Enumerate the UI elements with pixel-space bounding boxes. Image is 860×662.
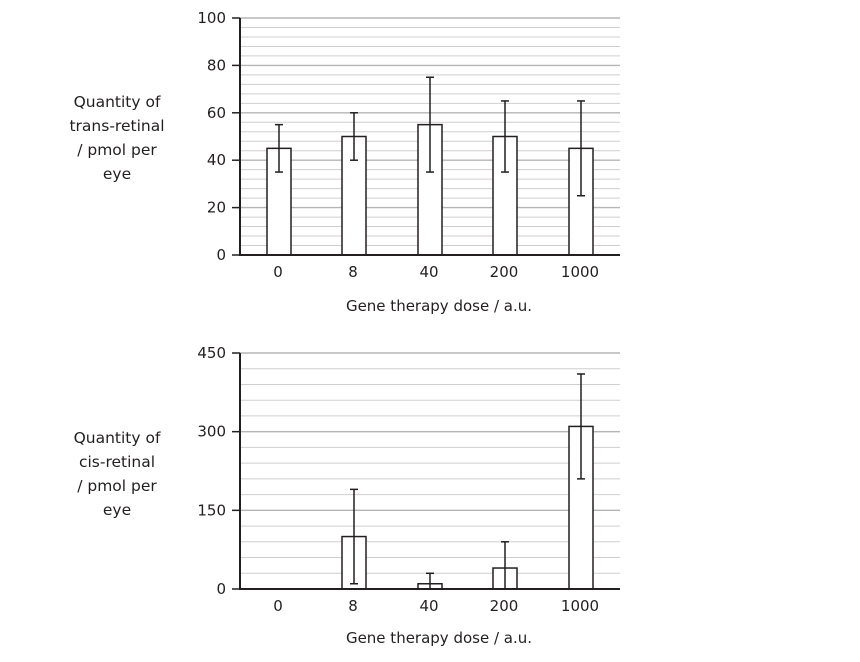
x-tick-label: 1000 (561, 263, 599, 281)
y-tick-label: 300 (197, 423, 226, 441)
x-tick-label: 200 (490, 597, 519, 615)
x-axis-label: Gene therapy dose / a.u. (346, 629, 532, 647)
y-label-line: / pmol per (77, 141, 157, 159)
y-label-line: / pmol per (77, 477, 157, 495)
y-tick-label: 150 (197, 501, 226, 519)
y-label-line: Quantity of (73, 429, 161, 447)
y-tick-label: 80 (207, 56, 226, 74)
y-axis-label-cis: Quantity of cis-retinal / pmol per eye (57, 426, 177, 522)
y-tick-label: 60 (207, 104, 226, 122)
x-tick-label: 40 (419, 263, 438, 281)
y-tick-label: 40 (207, 151, 226, 169)
y-tick-label: 20 (207, 199, 226, 217)
y-tick-label: 0 (216, 246, 226, 264)
chart-panel-1: 0 150 300 450 0 8 40 200 1000 Gene therapy dose /… (197, 344, 620, 647)
y-label-line: trans-retinal (69, 117, 165, 135)
x-tick-label: 40 (419, 597, 438, 615)
y-label-line: cis-retinal (78, 453, 156, 471)
y-axis-label-trans: Quantity of trans-retinal / pmol per eye (57, 90, 177, 186)
x-tick-label: 0 (273, 597, 283, 615)
y-label-line: eye (102, 501, 132, 519)
x-tick-label: 8 (348, 263, 358, 281)
x-tick-label: 0 (273, 263, 283, 281)
x-tick-label: 8 (348, 597, 358, 615)
x-tick-label: 200 (490, 263, 519, 281)
x-tick-label: 1000 (561, 597, 599, 615)
y-tick-label: 0 (216, 580, 226, 598)
y-label-line: Quantity of (73, 93, 161, 111)
x-axis-label: Gene therapy dose / a.u. (346, 297, 532, 315)
y-label-line: eye (102, 165, 132, 183)
y-tick-label: 450 (197, 344, 226, 362)
y-tick-label: 100 (197, 9, 226, 27)
